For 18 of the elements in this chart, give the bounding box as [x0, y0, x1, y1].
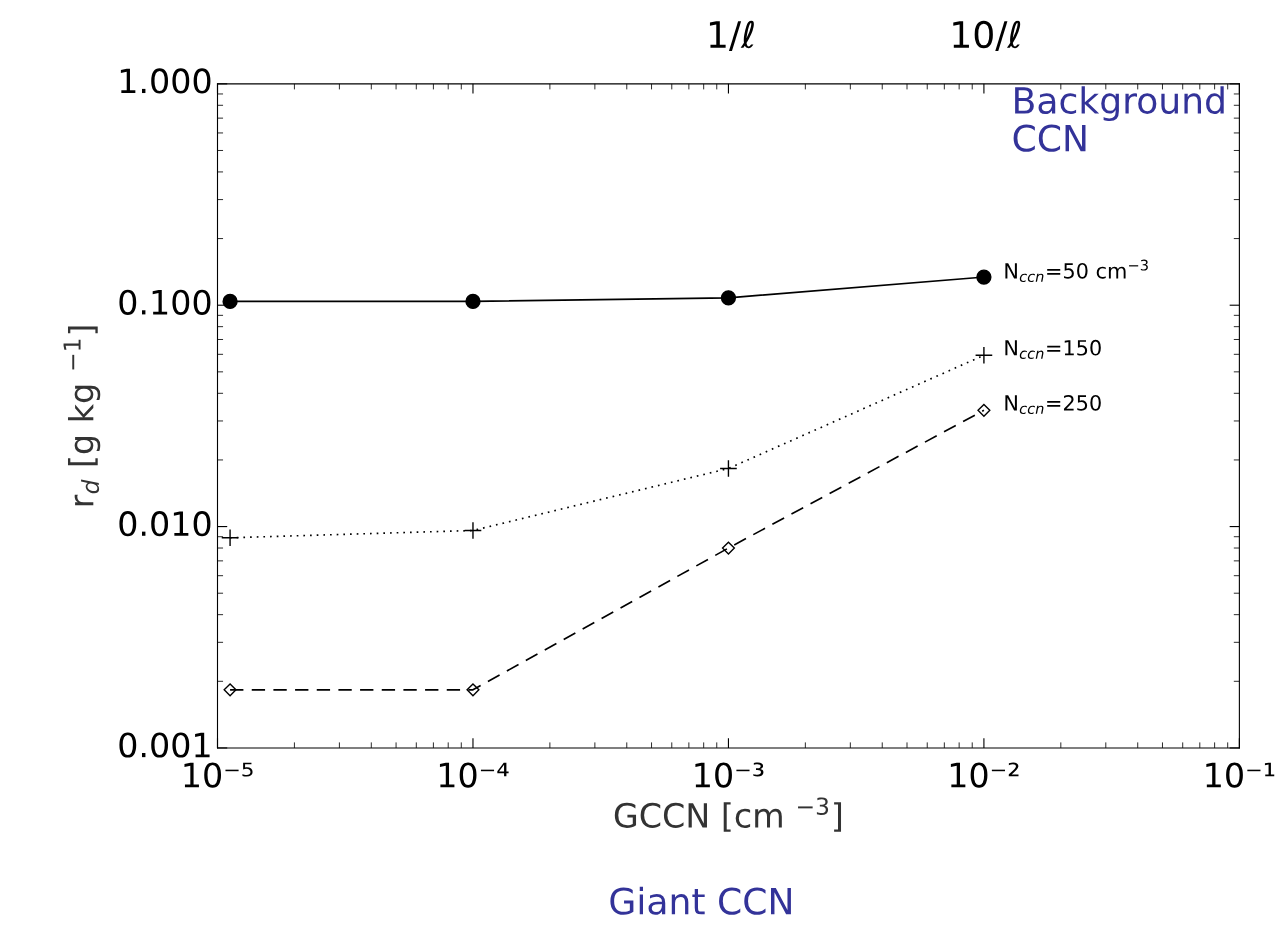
x-tick-label: 10⁻⁴: [439, 762, 509, 788]
x-tick-label: 10⁻³: [695, 762, 764, 788]
y-tick-label: 1.000: [120, 68, 211, 94]
x-tick-label: 10⁻⁵: [184, 762, 253, 788]
y-tick-label: 0.001: [119, 732, 210, 758]
x-tick-label: 10⁻¹: [1206, 762, 1275, 788]
series-label: N$_{ccn}$=250: [1005, 394, 1101, 414]
y-tick-label: 0.100: [119, 289, 211, 315]
text: Giant CCN: [610, 886, 791, 915]
series-label: N$_{ccn}$=150: [1005, 339, 1101, 359]
annotation: Background CCN: [1013, 86, 1224, 152]
x-axis-title: GCCN [cm $^{−3}$]: [614, 797, 842, 832]
x-tick-label: 10⁻²: [950, 762, 1019, 788]
y-tick-label: 0.010: [119, 511, 211, 537]
text: 1/ℓ: [709, 20, 754, 51]
series-label: N$_{ccn}$=50 cm$^{−3}$: [1005, 259, 1148, 282]
y-axis-title: r$_{d}$ [g kg $^{−1}$]: [63, 326, 101, 506]
text: 10/ℓ: [953, 20, 1021, 51]
